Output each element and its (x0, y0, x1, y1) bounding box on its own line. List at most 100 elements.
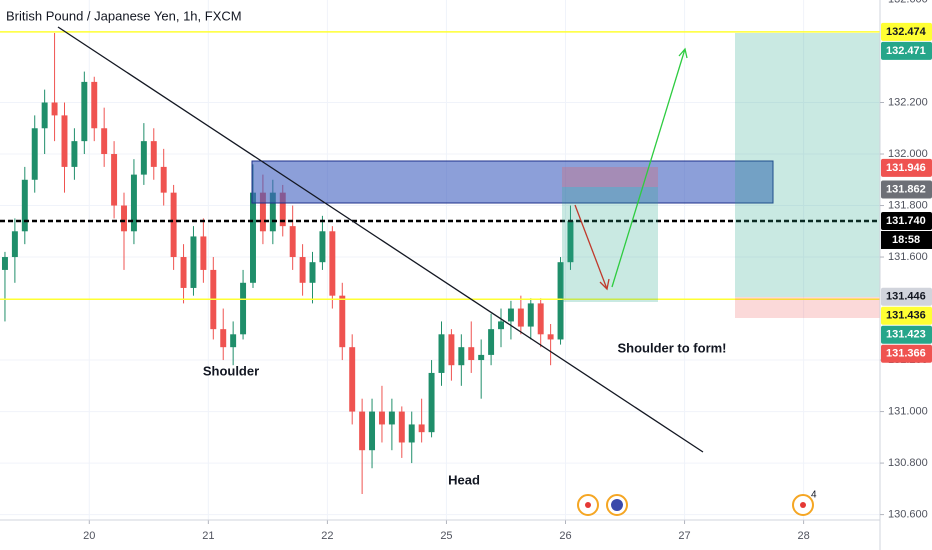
arrow (611, 48, 686, 288)
candle-body (180, 257, 187, 288)
candle-body (299, 257, 306, 283)
x-tick-label: 26 (559, 530, 571, 542)
candle-body (101, 128, 108, 155)
candle-body (517, 308, 524, 327)
candle-body (557, 262, 564, 340)
y-tick-label: 131.600 (888, 251, 928, 263)
candle-body (31, 128, 38, 180)
candle-body (41, 102, 48, 129)
candle-body (289, 226, 296, 258)
countdown-label: 18:58 (892, 234, 920, 246)
candle-body (51, 102, 58, 116)
annotation: Shoulder (203, 363, 259, 378)
y-tick-label: 131.800 (888, 199, 928, 211)
candle-body (478, 354, 485, 361)
candle-body (130, 174, 137, 232)
candle-body (418, 424, 425, 433)
y-tick-label: 130.600 (888, 508, 928, 520)
candle-body (121, 205, 127, 232)
candle-body (160, 166, 167, 193)
x-tick-label: 20 (83, 530, 95, 542)
candle-body (220, 329, 227, 348)
candle-body (488, 329, 495, 355)
x-tick-label: 27 (678, 530, 690, 542)
trend-line (57, 26, 704, 453)
x-tick-label: 22 (321, 530, 333, 542)
price-badge-label: 131.366 (886, 348, 926, 360)
candle-body (527, 303, 534, 327)
candle-body (240, 282, 247, 335)
price-badge (881, 22, 932, 41)
arrow (574, 204, 608, 290)
candle-body (408, 424, 415, 443)
candle-body (11, 231, 18, 258)
candle-body (21, 179, 28, 232)
candle-body (438, 334, 445, 373)
candle-body (468, 347, 475, 361)
candle-body (567, 220, 574, 263)
price-badge-label: 132.471 (886, 45, 926, 57)
candle-body (71, 141, 78, 167)
candle-body (428, 372, 435, 433)
x-tick-label: 28 (797, 530, 809, 542)
price-badge-label: 132.474 (886, 26, 927, 38)
candle-body (81, 81, 88, 142)
candle-body (91, 81, 98, 129)
target-zone (735, 33, 880, 297)
candle-body (200, 236, 207, 270)
candle-body (398, 411, 405, 443)
candle-body (448, 334, 455, 366)
price-axis: 130.600130.800131.000131.200131.600131.8… (880, 0, 932, 520)
price-badge-label: 131.423 (886, 329, 926, 341)
candle-body (230, 334, 237, 348)
x-tick-label: 21 (202, 530, 214, 542)
candle-body (378, 411, 385, 425)
candle-body (359, 411, 366, 451)
candle-body (170, 192, 177, 258)
arrow-head (678, 47, 688, 59)
price-badge-label: 131.862 (886, 183, 926, 195)
candles (1, 32, 574, 494)
candle-body (259, 192, 266, 232)
candle-body (349, 347, 356, 412)
candle-body (507, 308, 514, 322)
y-tick-label: 132.600 (888, 0, 928, 5)
annotation: Head (448, 472, 480, 487)
candle-body (547, 334, 554, 340)
candle-body (61, 115, 68, 167)
stop-zone (735, 297, 880, 318)
candle-body (309, 262, 316, 283)
grid: 20 21 22 25 26 27 28 (0, 0, 880, 542)
event-flag (611, 499, 623, 511)
price-badge (881, 325, 932, 344)
event-count: 4 (811, 490, 817, 501)
candle-body (111, 154, 118, 206)
annotation: Shoulder to form! (617, 340, 726, 355)
price-badge (881, 211, 932, 230)
candle-body (1, 257, 8, 270)
candle-body (150, 141, 157, 167)
drawings (57, 26, 880, 453)
event-dot (585, 502, 591, 508)
candle-body (388, 411, 395, 425)
candle-body (190, 236, 197, 288)
price-badge (881, 41, 932, 60)
event-dot (800, 502, 806, 508)
candle-body (250, 192, 256, 283)
price-badge (881, 158, 932, 177)
price-badge (881, 306, 932, 325)
candle-body (279, 192, 286, 227)
y-tick-label: 132.200 (888, 96, 928, 108)
price-badge-label: 131.446 (886, 291, 926, 303)
resistance-zone (251, 160, 774, 204)
levels (0, 31, 880, 301)
y-tick-label: 131.000 (888, 405, 928, 417)
candle-body (319, 231, 326, 263)
countdown-badge (881, 230, 932, 249)
price-badge (881, 344, 932, 363)
candle-body (339, 295, 346, 348)
y-tick-label: 130.800 (888, 457, 928, 469)
x-tick-label: 25 (440, 530, 452, 542)
chart-title: British Pound / Japanese Yen, 1h, FXCM (6, 8, 242, 23)
